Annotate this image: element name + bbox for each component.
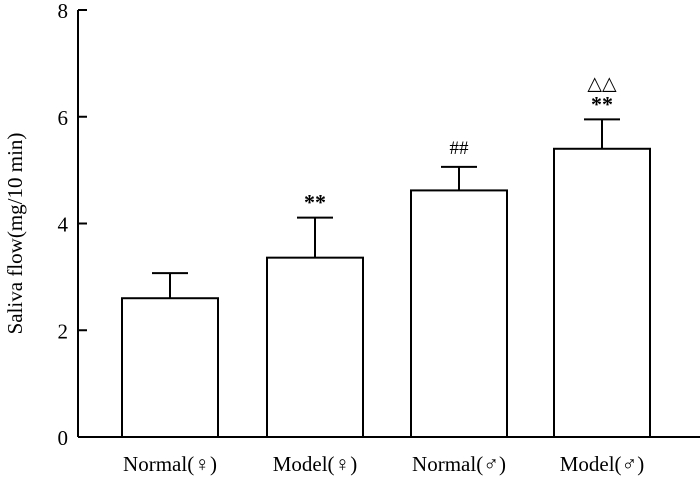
annotation-2: ## bbox=[450, 138, 470, 159]
y-tick-label-2: 2 bbox=[58, 319, 69, 343]
y-tick-label-0: 0 bbox=[58, 426, 69, 450]
category-label-0: Normal(♀) bbox=[123, 452, 217, 476]
bars-group bbox=[121, 118, 651, 438]
y-tick-label-4: 4 bbox=[58, 213, 69, 237]
y-tick-label-8: 8 bbox=[58, 0, 69, 23]
bar-0 bbox=[121, 297, 219, 438]
bar-3 bbox=[553, 147, 651, 438]
bar-1 bbox=[266, 256, 364, 438]
category-label-2: Normal(♂) bbox=[412, 452, 506, 476]
labels-group: Saliva flow(mg/10 min) Normal(♀) ** Model(♀… bbox=[3, 73, 644, 476]
bar-2 bbox=[410, 189, 508, 438]
annotation-3: ** bbox=[591, 91, 613, 116]
category-label-3: Model(♂) bbox=[560, 452, 645, 476]
y-tick-label-6: 6 bbox=[58, 106, 69, 130]
annotation-1: ** bbox=[304, 190, 326, 215]
category-label-1: Model(♀) bbox=[273, 452, 358, 476]
y-axis-title: Saliva flow(mg/10 min) bbox=[3, 133, 27, 335]
annotation-top-3: △△ bbox=[587, 73, 617, 94]
